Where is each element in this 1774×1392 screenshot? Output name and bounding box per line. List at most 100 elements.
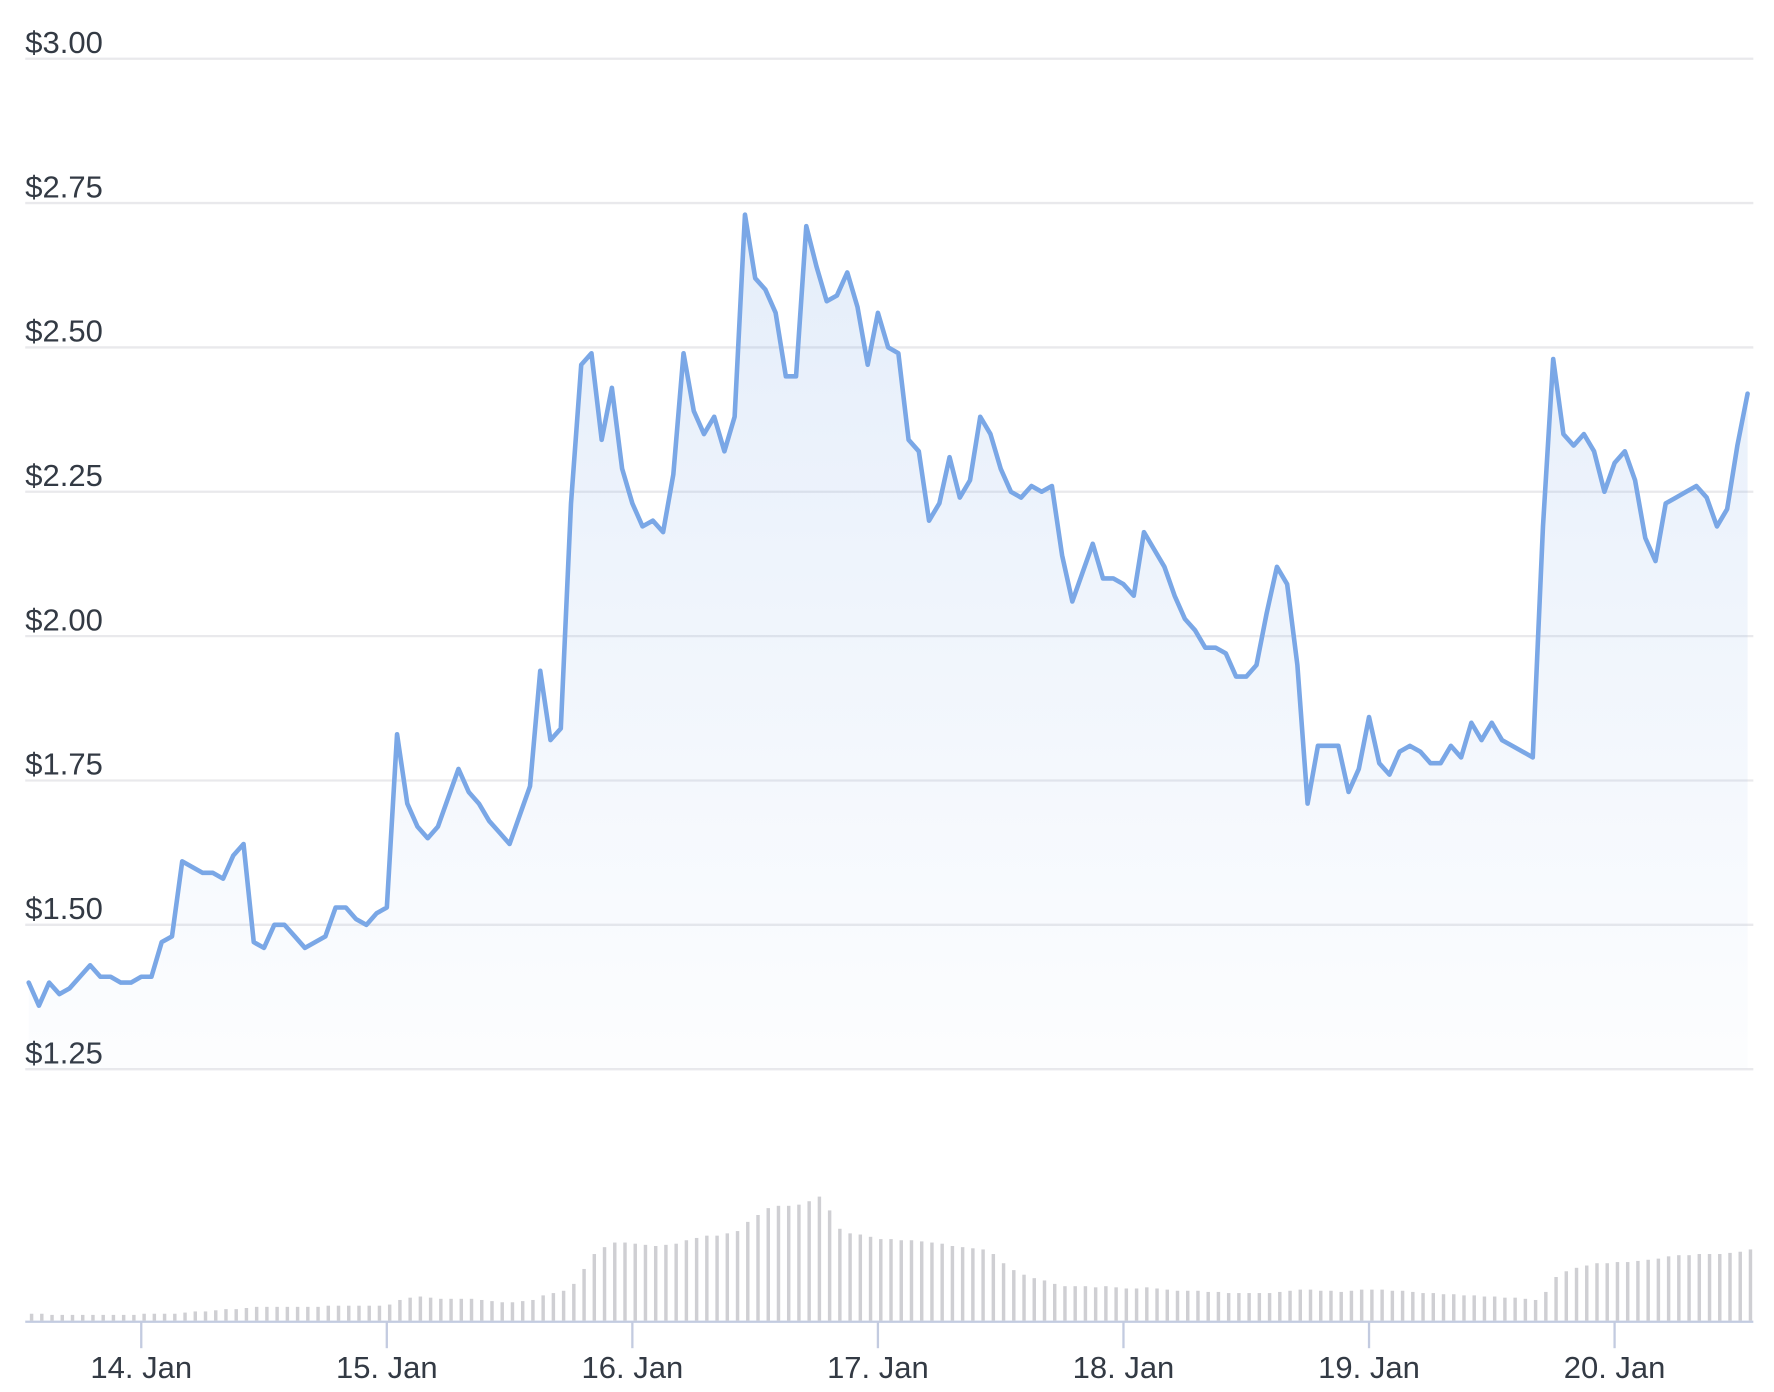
x-tick-label: 17. Jan — [827, 1350, 929, 1385]
volume-bar — [295, 1306, 300, 1321]
volume-bar — [1544, 1291, 1548, 1321]
x-tick-label: 16. Jan — [582, 1350, 684, 1385]
volume-bar — [428, 1297, 433, 1321]
volume-bar — [1267, 1293, 1272, 1321]
volume-bar — [1646, 1259, 1650, 1321]
volume-bar — [469, 1298, 474, 1321]
volume-bar — [602, 1247, 607, 1321]
volume-bar — [132, 1314, 136, 1321]
volume-bar — [1605, 1263, 1609, 1321]
volume-bar — [531, 1299, 535, 1321]
volume-bar — [674, 1243, 678, 1321]
volume-bar — [70, 1314, 75, 1321]
volume-bar — [1124, 1288, 1129, 1321]
volume-bar — [623, 1242, 627, 1321]
volume-bar — [1554, 1276, 1558, 1321]
x-axis: 14. Jan 15. Jan 16. Jan 17. Jan 18. Jan 19. J… — [25, 1320, 1754, 1385]
volume-bar — [1226, 1293, 1231, 1321]
volume-bar — [244, 1308, 249, 1321]
volume-bar — [1718, 1254, 1722, 1321]
volume-bar — [1165, 1289, 1169, 1321]
volume-bar — [1492, 1296, 1497, 1321]
volume — [29, 1196, 1753, 1321]
volume-bar — [725, 1233, 730, 1321]
volume-bar — [1083, 1286, 1088, 1321]
volume-bar — [224, 1309, 228, 1321]
volume-bar — [183, 1312, 187, 1321]
volume-bar — [1247, 1293, 1251, 1321]
volume-bar — [919, 1241, 924, 1321]
y-tick-label: $1.50 — [25, 891, 103, 926]
volume-bar — [377, 1305, 382, 1321]
volume-bar — [715, 1235, 719, 1321]
x-tick-label: 14. Jan — [90, 1350, 192, 1385]
volume-bar — [858, 1234, 863, 1321]
volume-bar — [214, 1310, 218, 1321]
volume-bar — [357, 1305, 361, 1321]
volume-bar — [1237, 1293, 1241, 1321]
volume-bar — [776, 1205, 781, 1321]
y-tick-label: $1.75 — [25, 747, 103, 782]
volume-bar — [1615, 1262, 1620, 1321]
volume-bar — [786, 1205, 791, 1321]
volume-bar — [838, 1228, 842, 1321]
volume-bar — [347, 1305, 351, 1321]
volume-bar — [868, 1236, 873, 1321]
volume-bar — [1523, 1298, 1528, 1321]
x-tick-label: 18. Jan — [1073, 1350, 1175, 1385]
volume-bar — [1707, 1254, 1712, 1321]
volume-bar — [1042, 1280, 1047, 1321]
volume-bar — [418, 1296, 423, 1321]
volume-bar — [664, 1244, 668, 1321]
volume-bar — [480, 1299, 484, 1321]
volume-bar — [1104, 1286, 1108, 1321]
volume-bar — [121, 1314, 126, 1321]
volume-bar — [1134, 1288, 1139, 1321]
volume-bar — [879, 1239, 883, 1321]
volume-bar — [1288, 1290, 1292, 1321]
volume-bar — [1186, 1290, 1190, 1321]
volume-bar — [101, 1314, 105, 1321]
volume-bar — [746, 1221, 750, 1321]
volume-bar — [1319, 1290, 1323, 1321]
volume-bar — [1533, 1299, 1538, 1321]
volume-bar — [1390, 1290, 1395, 1321]
volume-bar — [254, 1306, 259, 1321]
volume-bar — [1472, 1295, 1476, 1321]
volume-bar — [439, 1298, 443, 1321]
volume-bar — [889, 1239, 893, 1321]
volume-bar — [1093, 1287, 1098, 1321]
volume-bar — [81, 1314, 85, 1321]
volume-bar — [1595, 1263, 1599, 1321]
volume-bar — [1001, 1263, 1006, 1321]
volume-bar — [1063, 1286, 1067, 1321]
volume-bar — [694, 1237, 699, 1321]
volume-bar — [173, 1313, 177, 1321]
volume-bar — [1032, 1278, 1036, 1321]
volume-bar — [152, 1313, 157, 1321]
volume-bar — [510, 1302, 515, 1321]
volume-bar — [1278, 1291, 1282, 1321]
y-tick-label: $2.25 — [25, 458, 103, 493]
volume-bar — [1308, 1289, 1313, 1321]
volume-bar — [643, 1244, 648, 1321]
volume-bar — [684, 1240, 689, 1321]
volume-bar — [1666, 1256, 1671, 1321]
volume-bar — [449, 1298, 453, 1321]
volume-bar — [162, 1313, 167, 1321]
y-tick-label: $3.00 — [25, 25, 103, 60]
volume-bar — [1431, 1293, 1436, 1321]
volume-bar — [940, 1243, 944, 1321]
volume-bar — [1728, 1252, 1732, 1321]
x-tick-label: 20. Jan — [1564, 1350, 1666, 1385]
volume-bar — [551, 1293, 556, 1321]
volume-bar — [285, 1306, 290, 1321]
volume-bar — [909, 1240, 914, 1321]
volume-bar — [111, 1314, 116, 1321]
volume-bar — [1687, 1255, 1691, 1321]
volume-bar — [1216, 1291, 1221, 1321]
volume-bar — [500, 1302, 504, 1321]
volume-bar — [387, 1304, 392, 1321]
